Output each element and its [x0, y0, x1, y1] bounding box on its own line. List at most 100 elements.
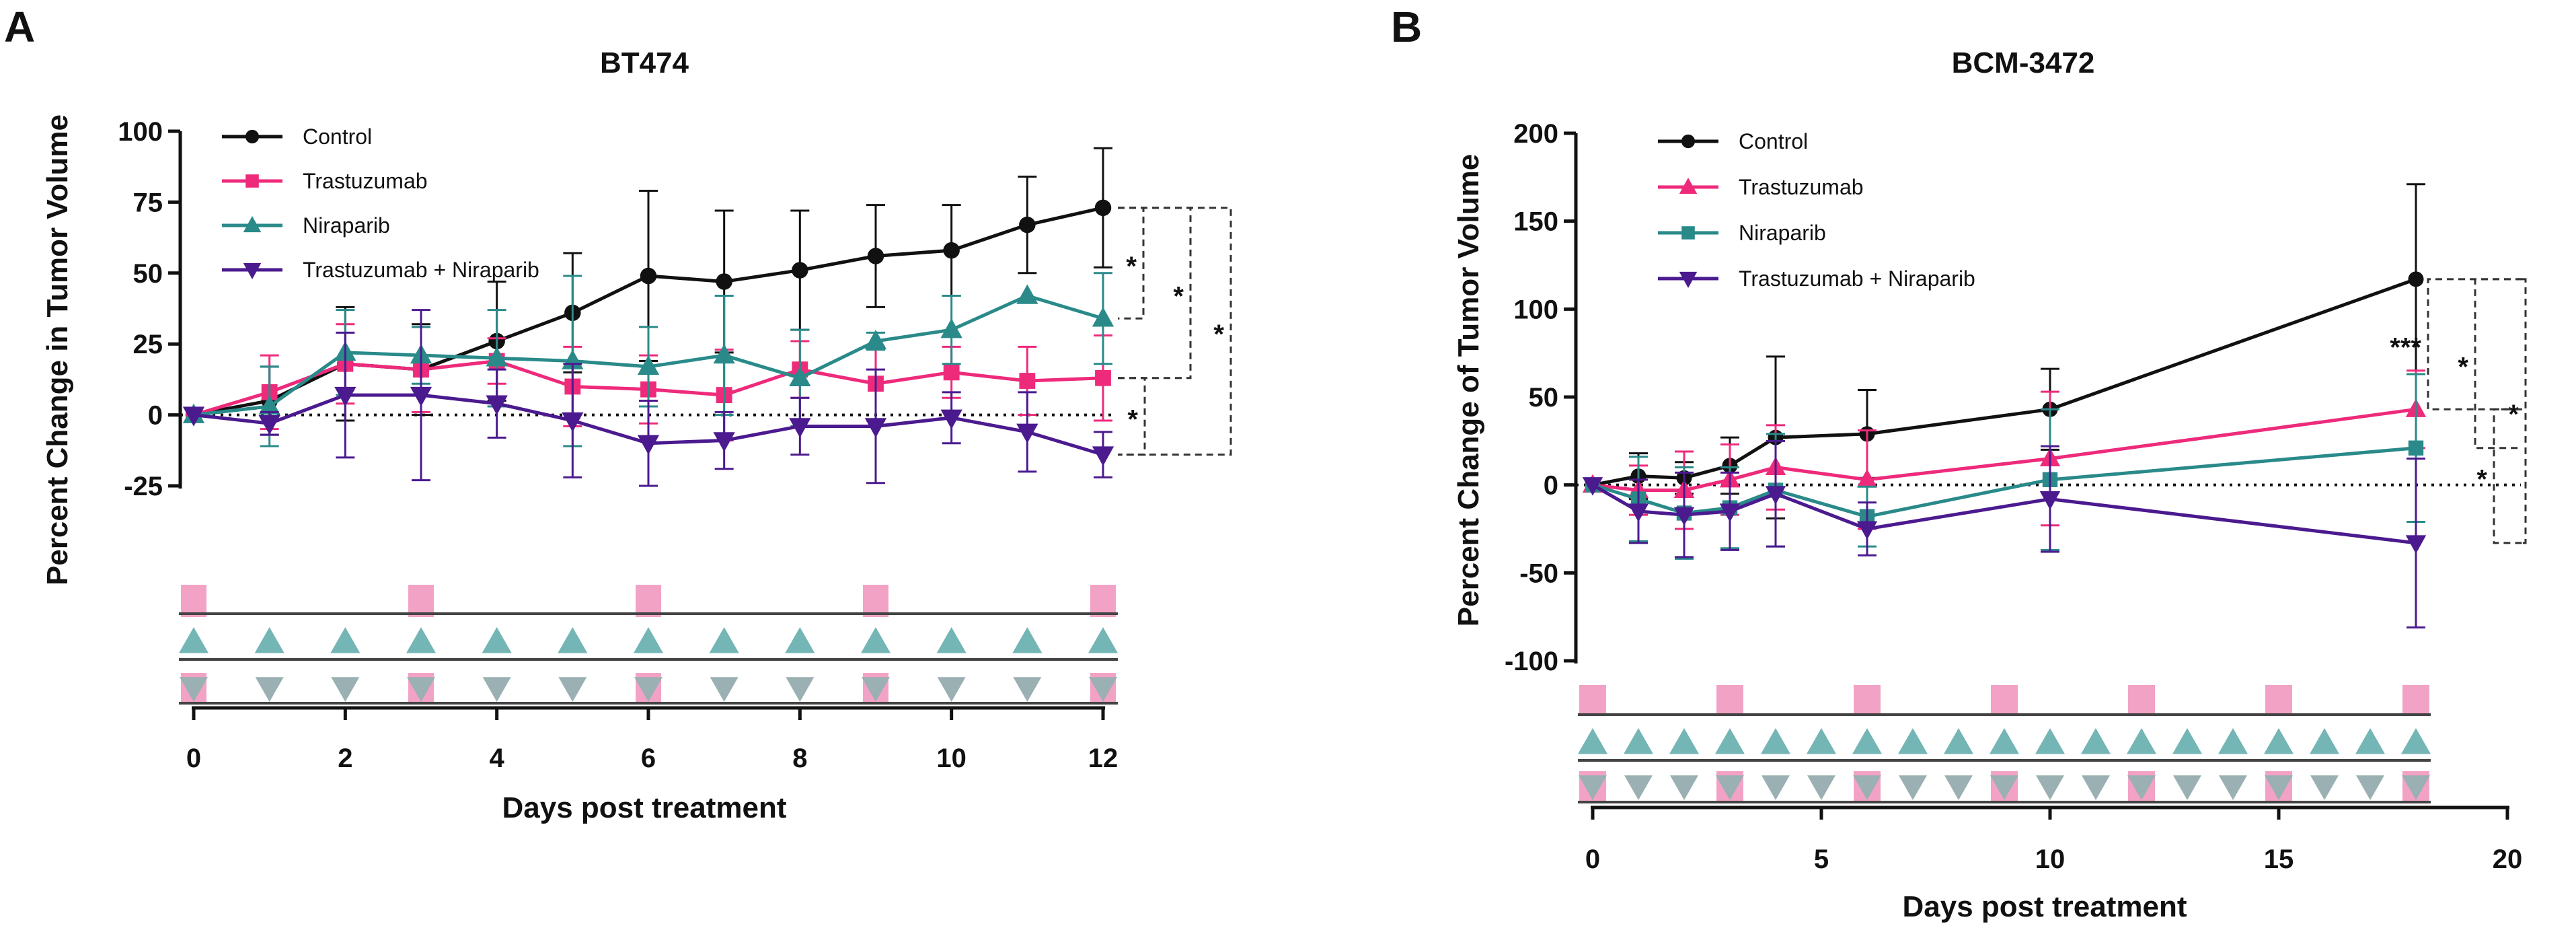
trastuzumab-dose-marker: [2265, 685, 2292, 715]
significance-mark: ***: [2390, 333, 2421, 363]
bracket-path: [1118, 377, 1146, 456]
data-point: [943, 242, 960, 259]
data-point: [562, 412, 584, 433]
data-point: [1628, 503, 1649, 522]
legend-marker: [243, 216, 262, 233]
panel-letter: B: [1391, 3, 1422, 51]
significance-mark: *: [2458, 352, 2468, 382]
trastuzumab-dose-marker: [1579, 685, 1606, 715]
x-tick-label: 8: [792, 744, 807, 773]
combo-niraparib-dose-marker: [1944, 775, 1973, 800]
bracket-path: [2474, 278, 2522, 450]
significance-bracket: *: [2476, 408, 2522, 544]
niraparib-dose-marker: [1761, 728, 1790, 754]
series-line: [1592, 407, 2417, 493]
niraparib-dose-marker: [861, 627, 891, 653]
legend-item-trastuzumab: Trastuzumab: [222, 169, 428, 193]
combo-niraparib-dose-marker: [1807, 775, 1835, 800]
trastuzumab-dose-marker: [408, 585, 434, 617]
legend-marker: [245, 129, 260, 144]
niraparib-dose-marker: [482, 627, 512, 653]
combo-niraparib-dose-marker: [1670, 775, 1698, 800]
y-tick-label: 75: [133, 188, 163, 217]
significance-mark: *: [1213, 320, 1224, 349]
series-combo: [1582, 439, 2427, 628]
y-tick-label: 150: [1513, 207, 1558, 237]
niraparib-dose-marker: [1669, 728, 1699, 754]
x-tick-label: 0: [186, 744, 201, 773]
niraparib-dose-marker: [330, 627, 361, 653]
niraparib-dose-marker: [1807, 728, 1836, 754]
combo-niraparib-dose-marker: [558, 677, 587, 702]
legend-label: Control: [1739, 129, 1808, 153]
combo-niraparib-dose-marker: [2402, 775, 2430, 800]
data-point: [713, 432, 735, 452]
y-tick-label: 100: [118, 117, 163, 147]
niraparib-dose-marker: [634, 627, 663, 653]
data-point: [943, 364, 960, 381]
significance-bracket: *: [1118, 207, 1232, 456]
x-axis-label: Days post treatment: [1902, 890, 2187, 923]
legend-item-control: Control: [1658, 129, 1808, 153]
combo-niraparib-dose-marker: [862, 677, 890, 702]
significance-mark: *: [2476, 465, 2487, 495]
data-point: [716, 273, 732, 290]
bracket-path: [1118, 207, 1232, 456]
series-niraparib: [1585, 373, 2425, 560]
niraparib-dose-marker: [1898, 728, 1928, 754]
data-point: [334, 386, 356, 407]
bracket-path: [2493, 408, 2522, 544]
significance-mark: *: [1126, 252, 1137, 281]
significance-mark: *: [2508, 400, 2519, 429]
y-tick-label: -25: [124, 472, 163, 501]
data-point: [1092, 307, 1114, 327]
niraparib-dose-marker: [1012, 627, 1043, 653]
data-point: [2405, 535, 2427, 554]
data-point: [486, 347, 508, 367]
significance-bracket: *: [1118, 207, 1192, 380]
niraparib-dose-marker: [558, 627, 588, 653]
x-tick-label: 10: [2035, 845, 2066, 874]
legend-label: Trastuzumab: [1739, 175, 1864, 199]
data-point: [864, 418, 887, 438]
niraparib-dose-marker: [2081, 728, 2111, 754]
treatment-schedule: [1578, 685, 2431, 803]
data-point: [1856, 468, 1878, 488]
niraparib-dose-marker: [1624, 728, 1653, 754]
significance-bracket: *: [2508, 278, 2527, 544]
niraparib-dose-marker: [1852, 728, 1882, 754]
niraparib-dose-marker: [785, 627, 815, 653]
data-point: [486, 395, 508, 415]
significance-brackets: * * * *: [1118, 207, 1232, 456]
niraparib-dose-marker: [2310, 728, 2339, 754]
trastuzumab-dose-marker: [1991, 685, 2018, 715]
legend-marker: [1681, 134, 1696, 149]
data-point: [792, 262, 808, 279]
combo-niraparib-dose-marker: [180, 677, 208, 702]
combo-niraparib-dose-marker: [407, 677, 435, 702]
combo-niraparib-dose-marker: [2310, 775, 2339, 800]
niraparib-dose-marker: [254, 627, 285, 653]
trastuzumab-dose-marker: [636, 585, 661, 617]
data-point: [1095, 369, 1111, 386]
data-point: [940, 409, 962, 429]
significance-mark: *: [1127, 405, 1138, 435]
data-point: [1856, 521, 1878, 540]
combo-niraparib-dose-marker: [786, 677, 815, 702]
trastuzumab-dose-marker: [2402, 685, 2429, 715]
combo-niraparib-dose-marker: [1761, 775, 1790, 800]
combo-niraparib-dose-marker: [1089, 677, 1117, 702]
chart-title: BT474: [600, 46, 689, 79]
niraparib-dose-marker: [179, 627, 209, 653]
data-point: [1016, 423, 1038, 443]
data-point: [789, 366, 811, 387]
y-tick-label: 25: [133, 330, 163, 359]
legend-item-combo: Trastuzumab + Niraparib: [222, 258, 539, 282]
combo-niraparib-dose-marker: [482, 677, 511, 702]
legend: Control Trastuzumab Niraparib Trastuzumab +…: [1658, 129, 1975, 291]
combo-niraparib-dose-marker: [1990, 775, 2018, 800]
trastuzumab-dose-marker: [1090, 585, 1116, 617]
panel-b: B BCM-3472 Percent Change of Tumor Volum…: [1391, 3, 2527, 923]
